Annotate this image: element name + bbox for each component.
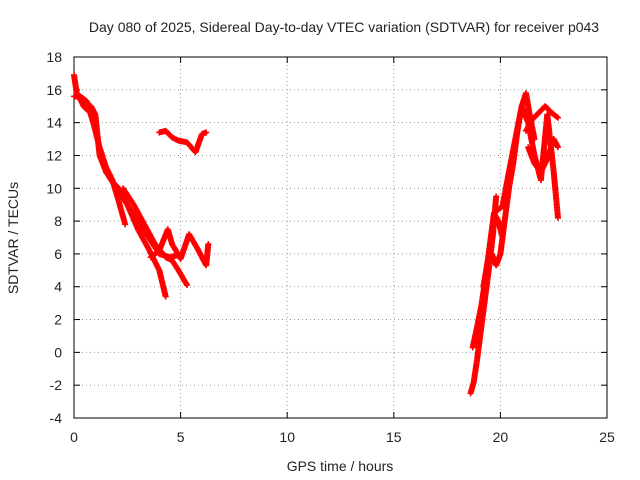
data-point [493, 193, 500, 200]
y-tick-label: 12 [46, 147, 62, 163]
y-tick-label: 6 [54, 246, 62, 262]
data-point [554, 114, 561, 121]
data-point [554, 214, 561, 221]
x-axis-label: GPS time / hours [287, 458, 394, 474]
data-point [162, 293, 169, 300]
y-tick-labels: -4 -2 0 2 4 6 8 10 12 14 16 18 [46, 49, 62, 426]
y-tick-label: 0 [54, 344, 62, 360]
data-points [71, 72, 561, 397]
x-tick-label: 15 [386, 429, 402, 445]
chart-title: Day 080 of 2025, Sidereal Day-to-day VTE… [89, 19, 599, 35]
series-sat-g [156, 127, 210, 156]
y-tick-label: 18 [46, 49, 62, 65]
y-tick-label: -2 [50, 377, 63, 393]
x-tick-label: 25 [599, 429, 615, 445]
y-axis-label: SDTVAR / TECUs [5, 182, 21, 294]
x-tick-label: 20 [493, 429, 509, 445]
x-tick-label: 10 [279, 429, 295, 445]
plot-frame [73, 56, 608, 419]
x-tick-label: 0 [70, 429, 78, 445]
y-tick-label: -4 [50, 410, 63, 426]
y-tick-label: 16 [46, 82, 62, 98]
x-tick-labels: 0 5 10 15 20 25 [70, 429, 615, 445]
series-sat-e [120, 185, 190, 289]
data-point [203, 129, 210, 136]
data-point [554, 144, 561, 151]
y-tick-label: 14 [46, 115, 62, 131]
data-point [183, 282, 190, 289]
x-tick-label: 5 [177, 429, 185, 445]
series-sat-l [522, 103, 561, 134]
series-sat-m [525, 136, 561, 175]
y-tick-label: 2 [54, 312, 62, 328]
data-point [122, 221, 129, 228]
data-point-trace [553, 113, 560, 120]
y-tick-label: 4 [54, 279, 62, 295]
data-point [205, 241, 212, 248]
y-tick-label: 8 [54, 213, 62, 229]
y-tick-label: 10 [46, 180, 62, 196]
series-sat-f [147, 226, 212, 269]
